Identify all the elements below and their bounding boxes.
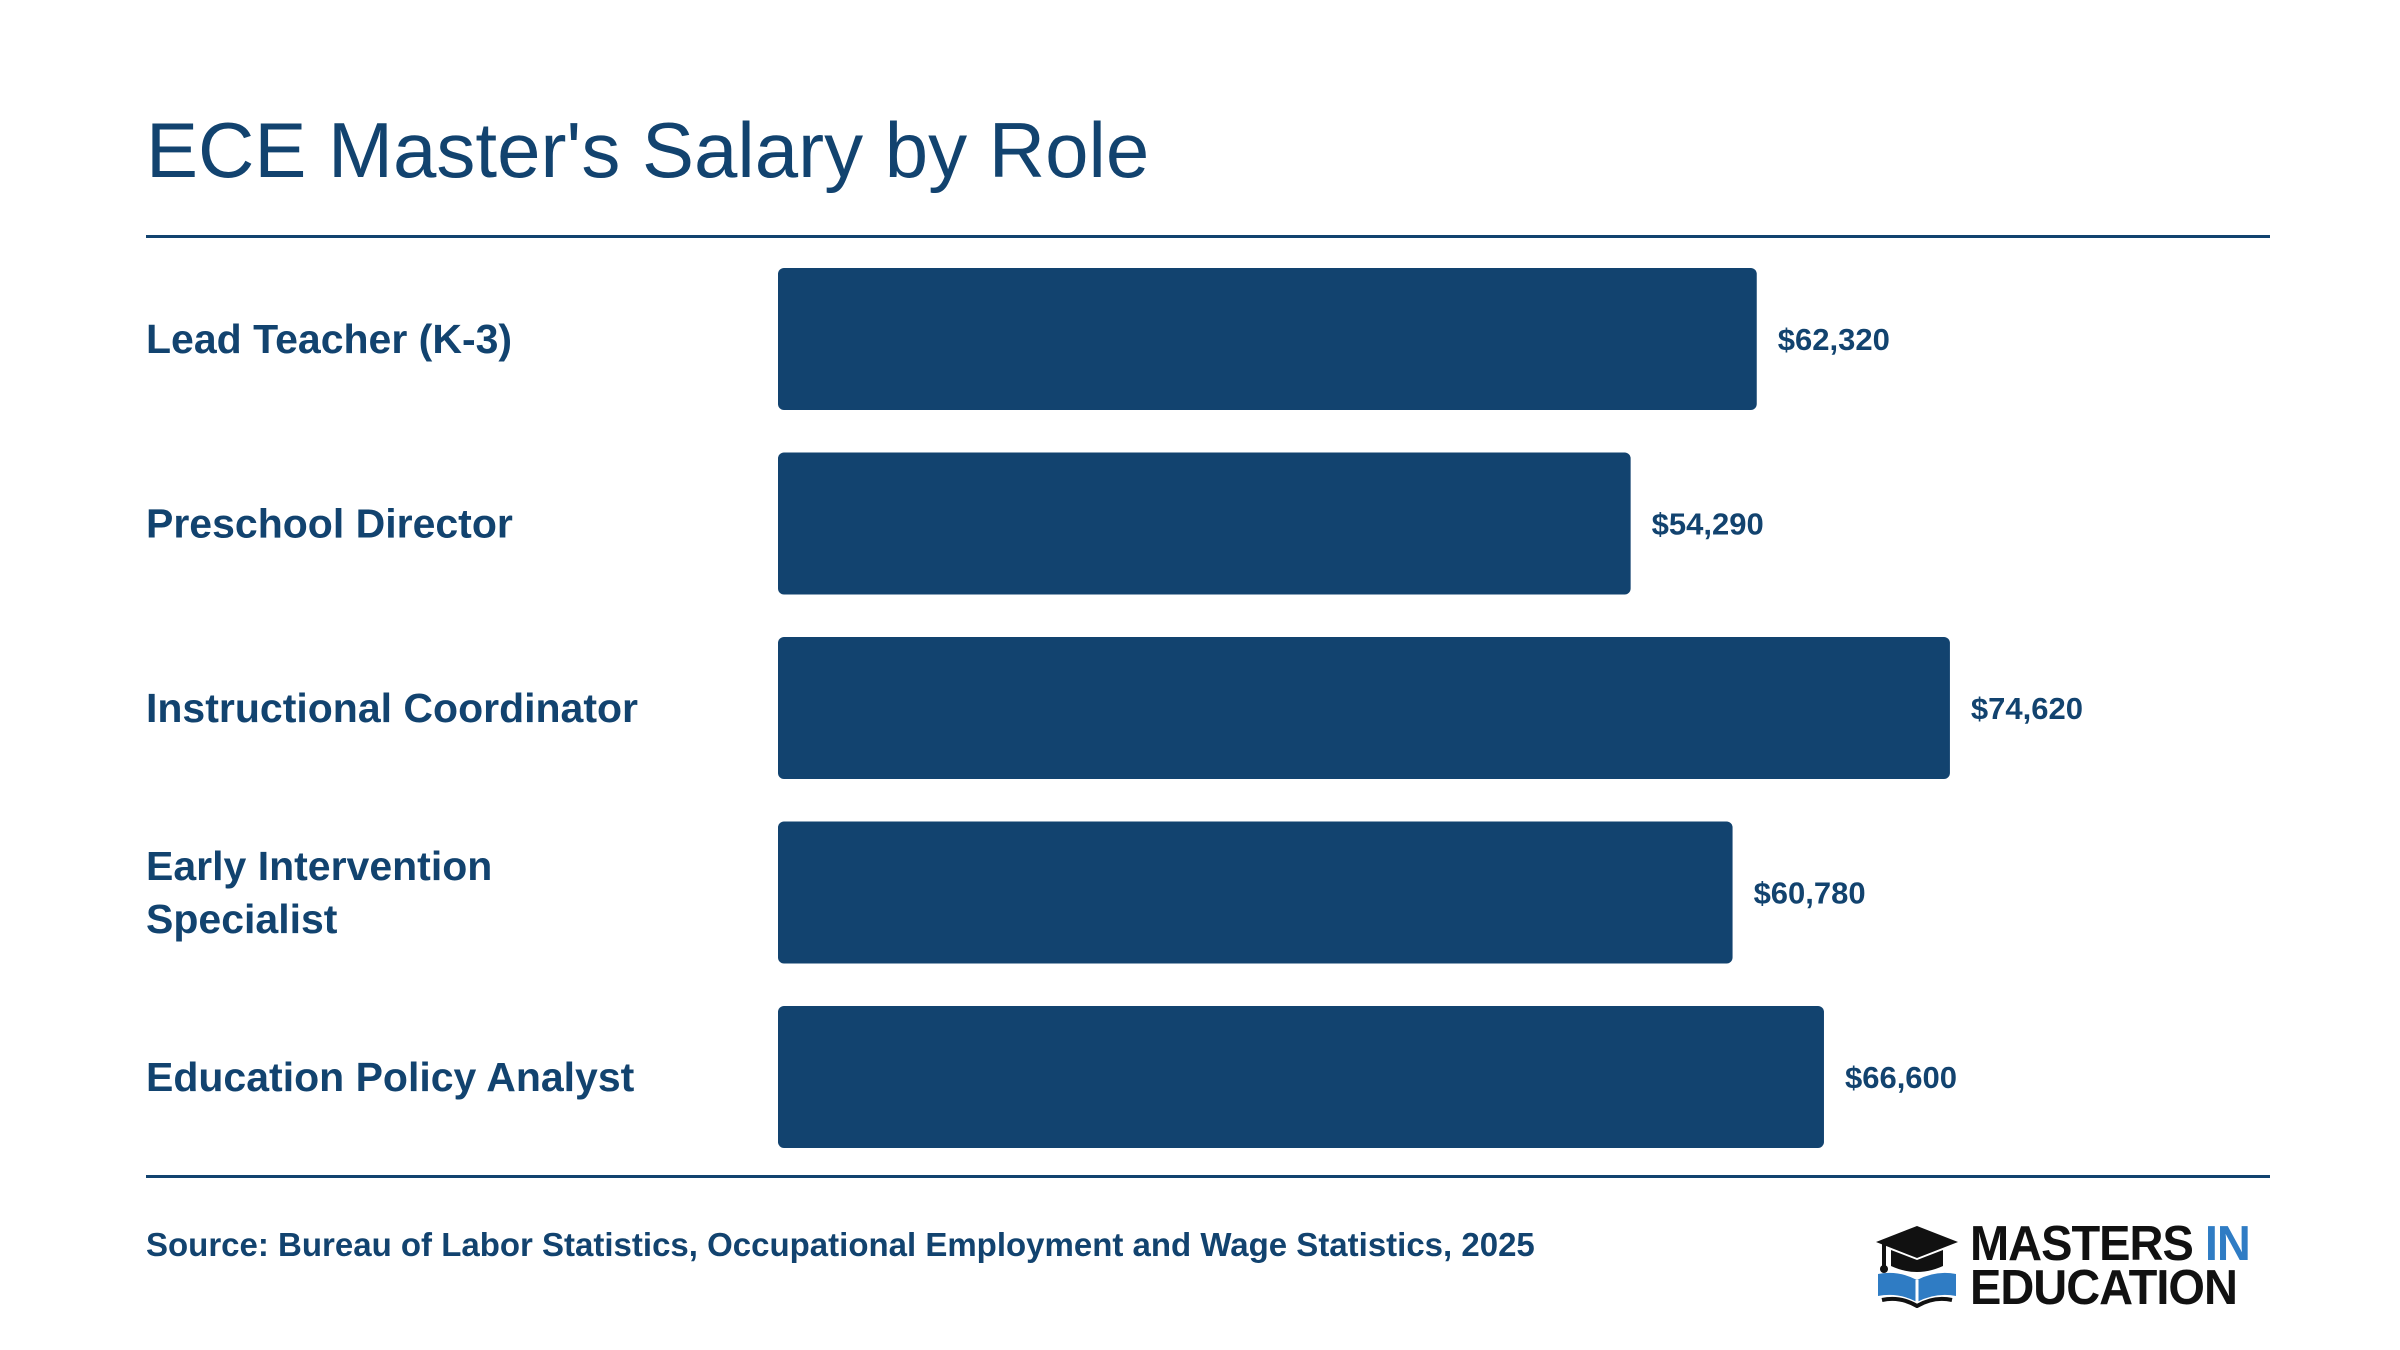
source-note: Source: Bureau of Labor Statistics, Occu… [146, 1226, 1535, 1263]
value-label: $54,290 [1652, 507, 1764, 542]
bar [778, 452, 1631, 595]
category-label-line: Specialist [146, 896, 338, 942]
value-label: $74,620 [1971, 691, 2083, 726]
category-label-line: Lead Teacher (K-3) [146, 316, 512, 362]
logo-word-education: EDUCATION [1970, 1258, 2238, 1315]
category-label: Lead Teacher (K-3) [146, 316, 512, 362]
category-label: Preschool Director [146, 501, 513, 547]
category-label-line: Education Policy Analyst [146, 1054, 635, 1100]
value-label: $66,600 [1845, 1060, 1957, 1095]
graduation-cap-book-icon [1876, 1226, 1958, 1308]
category-label-line: Early Intervention [146, 843, 492, 889]
bar [778, 1006, 1824, 1148]
bar [778, 821, 1733, 964]
bar [778, 637, 1950, 779]
bar [778, 268, 1757, 410]
value-label: $60,780 [1754, 876, 1866, 911]
category-label-line: Preschool Director [146, 501, 513, 547]
logo-word-in: IN [2204, 1214, 2251, 1271]
logo-word-masters: MASTERS [1970, 1214, 2194, 1271]
category-label-line: Instructional Coordinator [146, 685, 638, 731]
logo-text-line1: MASTERS IN [1970, 1218, 2251, 1267]
value-label: $62,320 [1778, 322, 1890, 357]
category-label: Instructional Coordinator [146, 685, 638, 731]
category-label: Education Policy Analyst [146, 1054, 635, 1100]
top-divider [146, 235, 2270, 238]
chart-title: ECE Master's Salary by Role [146, 106, 1150, 194]
masters-in-education-logo: MASTERS IN EDUCATION [1874, 1216, 2270, 1315]
bottom-divider [146, 1175, 2270, 1178]
category-label: Early Intervention Specialist [146, 843, 492, 942]
